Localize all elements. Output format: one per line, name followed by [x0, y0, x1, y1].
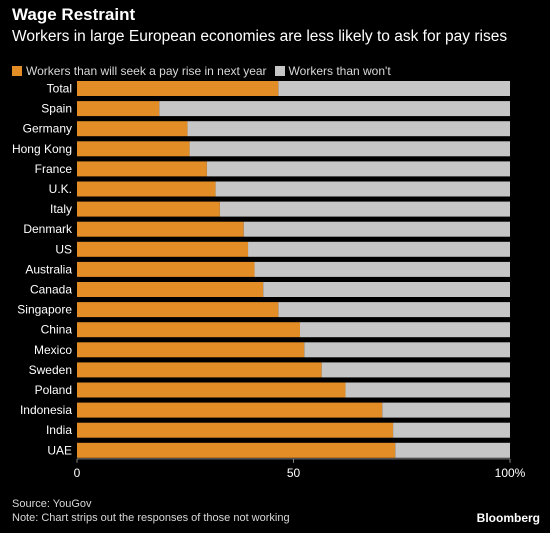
- category-label-germany: Germany: [23, 122, 72, 136]
- category-label-india: India: [46, 423, 72, 437]
- bar-seek-total: [77, 81, 279, 96]
- chart-subtitle: Workers in large European economies are …: [12, 28, 508, 45]
- source-note: Source: YouGov: [12, 498, 92, 510]
- x-tick-label-0: 0: [74, 466, 81, 480]
- bloomberg-logo: Bloomberg: [476, 511, 540, 525]
- bar-wont-hong-kong: [189, 141, 510, 157]
- bar-wont-us: [248, 241, 510, 257]
- bar-wont-poland: [345, 382, 510, 398]
- bar-seek-france: [77, 161, 207, 177]
- bar-wont-total: [278, 81, 510, 96]
- bar-wont-italy: [219, 201, 510, 217]
- bar-wont-france: [206, 161, 510, 177]
- bar-wont-uae: [395, 442, 510, 458]
- footnote: Note: Chart strips out the responses of …: [12, 512, 290, 524]
- bar-wont-canada: [263, 282, 510, 297]
- category-label-china: China: [41, 323, 73, 337]
- bar-wont-germany: [187, 121, 511, 137]
- category-label-sweden: Sweden: [29, 363, 72, 377]
- legend-label-wont: Workers than won't: [288, 64, 391, 78]
- bar-seek-denmark: [77, 221, 244, 237]
- bar-seek-canada: [77, 282, 264, 297]
- bar-seek-australia: [77, 261, 255, 277]
- x-tick-label-50: 50: [287, 466, 301, 480]
- bar-wont-singapore: [278, 302, 510, 318]
- legend-swatch-wont: [274, 66, 285, 76]
- category-label-spain: Spain: [41, 102, 72, 116]
- category-label-singapore: Singapore: [17, 303, 72, 317]
- legend: Workers than will seek a pay rise in nex…: [12, 64, 399, 78]
- bar-wont-china: [299, 322, 510, 338]
- legend-item-wont: Workers than won't: [274, 64, 391, 78]
- bar-seek-italy: [77, 201, 220, 217]
- category-label-u-k: U.K.: [49, 182, 72, 196]
- bar-wont-indonesia: [382, 402, 510, 418]
- bar-wont-denmark: [243, 221, 510, 237]
- bar-seek-poland: [77, 382, 346, 398]
- chart-title: Wage Restraint: [12, 5, 136, 24]
- category-label-italy: Italy: [50, 202, 72, 216]
- category-label-canada: Canada: [30, 283, 72, 297]
- bar-seek-mexico: [77, 342, 305, 358]
- bar-seek-hong-kong: [77, 141, 190, 157]
- bar-seek-germany: [77, 121, 188, 137]
- bar-seek-sweden: [77, 362, 322, 378]
- bar-seek-singapore: [77, 302, 279, 318]
- bar-seek-us: [77, 241, 249, 257]
- bar-seek-u-k: [77, 181, 216, 197]
- category-label-australia: Australia: [25, 262, 72, 276]
- bar-seek-uae: [77, 442, 396, 458]
- category-label-total: Total: [47, 82, 72, 96]
- category-label-us: US: [55, 242, 72, 256]
- bar-wont-u-k: [215, 181, 510, 197]
- bar-wont-australia: [254, 261, 510, 277]
- category-label-indonesia: Indonesia: [20, 403, 72, 417]
- bar-seek-spain: [77, 101, 160, 117]
- legend-item-seek: Workers than will seek a pay rise in nex…: [12, 64, 267, 78]
- bar-wont-sweden: [321, 362, 510, 378]
- category-label-mexico: Mexico: [34, 343, 72, 357]
- bar-seek-china: [77, 322, 300, 338]
- bar-wont-mexico: [304, 342, 510, 358]
- legend-swatch-seek: [12, 66, 22, 76]
- x-tick-label-100: 100%: [495, 466, 526, 480]
- category-label-france: France: [35, 162, 73, 176]
- category-label-uae: UAE: [47, 443, 72, 457]
- category-label-poland: Poland: [35, 383, 72, 397]
- bar-seek-india: [77, 422, 394, 438]
- category-label-hong-kong: Hong Kong: [12, 142, 72, 156]
- legend-label-seek: Workers than will seek a pay rise in nex…: [26, 64, 267, 78]
- category-label-denmark: Denmark: [23, 222, 73, 236]
- bar-wont-india: [393, 422, 510, 438]
- bar-seek-indonesia: [77, 402, 383, 418]
- bar-wont-spain: [159, 101, 510, 117]
